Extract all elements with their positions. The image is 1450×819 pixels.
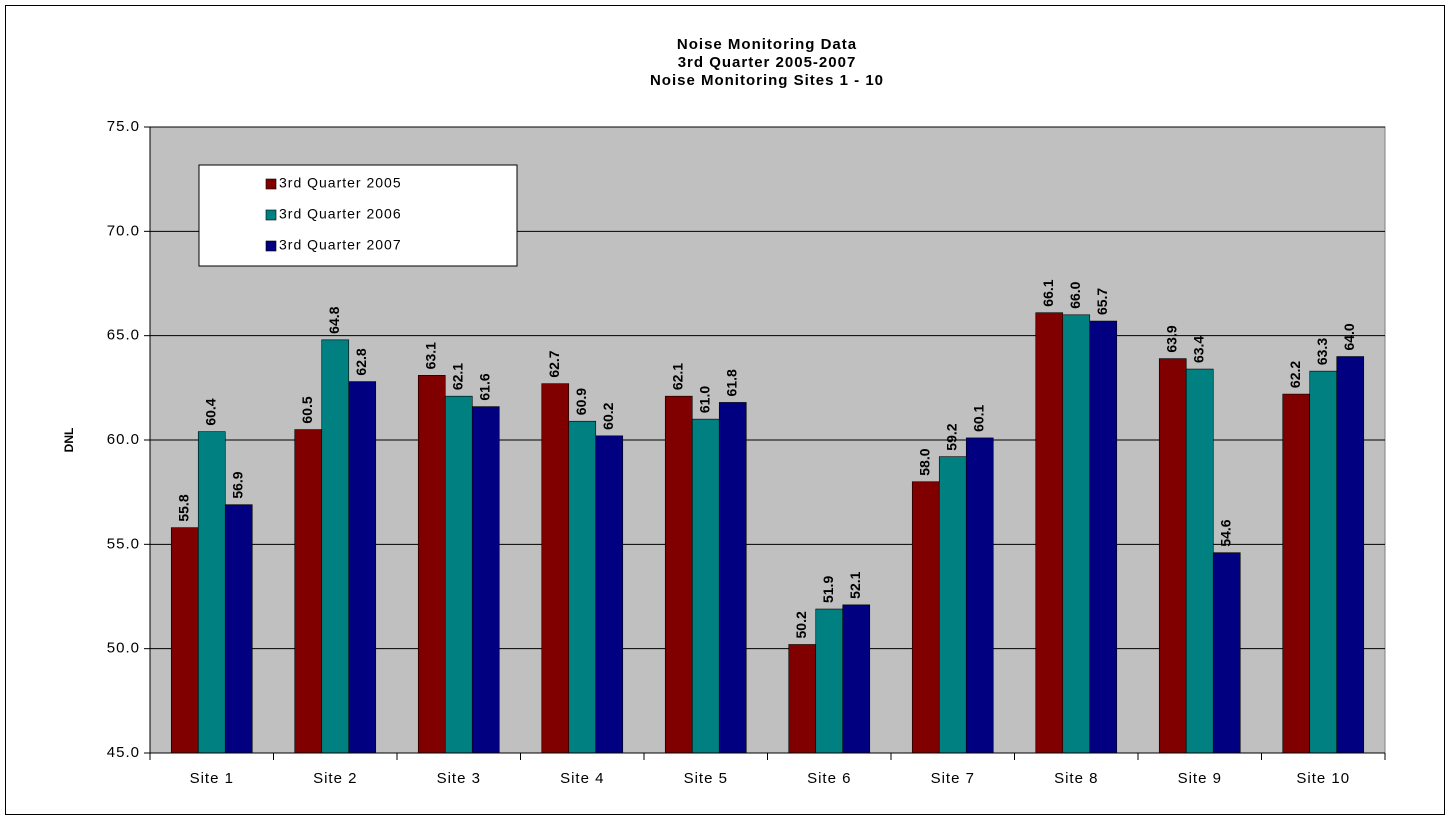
data-label: 58.0 xyxy=(916,448,932,475)
bar xyxy=(170,527,199,754)
x-tick-label: Site 9 xyxy=(1178,770,1222,787)
y-tick-label: 75.0 xyxy=(107,118,140,135)
x-tick-label: Site 10 xyxy=(1296,770,1350,787)
chart-subtitle: Noise Monitoring Sites 1 - 10 xyxy=(650,72,884,89)
data-label: 60.1 xyxy=(970,404,986,431)
bar xyxy=(1089,320,1118,754)
data-label: 62.8 xyxy=(353,348,369,375)
data-label: 50.2 xyxy=(793,611,809,638)
data-label: 63.1 xyxy=(422,342,438,369)
data-label: 65.7 xyxy=(1094,288,1110,315)
data-label: 56.9 xyxy=(229,471,245,498)
data-label: 62.1 xyxy=(449,363,465,390)
x-tick-label: Site 3 xyxy=(437,770,481,787)
bar xyxy=(911,481,940,754)
bar xyxy=(815,608,844,754)
x-tick-label: Site 8 xyxy=(1054,770,1098,787)
data-label: 60.9 xyxy=(573,388,589,415)
legend-swatch xyxy=(265,209,277,221)
y-tick-label: 60.0 xyxy=(107,431,140,448)
data-label: 60.2 xyxy=(600,402,616,429)
bar xyxy=(664,395,693,754)
bar xyxy=(595,435,624,754)
bar xyxy=(1336,356,1365,754)
y-tick-label: 70.0 xyxy=(107,222,140,239)
bar xyxy=(568,420,597,754)
data-label: 59.2 xyxy=(943,423,959,450)
data-label: 62.1 xyxy=(669,363,685,390)
y-tick-label: 55.0 xyxy=(107,535,140,552)
bar xyxy=(444,395,473,754)
bar xyxy=(348,381,377,754)
data-label: 61.8 xyxy=(723,369,739,396)
legend-swatch xyxy=(265,240,277,252)
bar xyxy=(197,431,226,754)
chart-title: Noise Monitoring Data xyxy=(677,36,857,53)
data-label: 60.4 xyxy=(202,398,218,425)
bar xyxy=(294,429,323,754)
bar xyxy=(938,456,967,754)
y-axis-label: DNL xyxy=(62,428,76,453)
data-label: 62.7 xyxy=(546,350,562,377)
bar xyxy=(471,406,500,754)
bar xyxy=(541,383,570,754)
data-label: 52.1 xyxy=(847,571,863,598)
data-label: 61.0 xyxy=(696,386,712,413)
legend-label: 3rd Quarter 2007 xyxy=(279,237,402,253)
data-label: 60.5 xyxy=(299,396,315,423)
data-label: 55.8 xyxy=(175,494,191,521)
bar xyxy=(1309,370,1338,754)
legend-label: 3rd Quarter 2005 xyxy=(279,175,402,191)
legend-box xyxy=(198,164,518,267)
legend-label: 3rd Quarter 2006 xyxy=(279,206,402,222)
x-tick-label: Site 2 xyxy=(313,770,357,787)
data-label: 63.9 xyxy=(1163,325,1179,352)
bar xyxy=(1158,358,1187,754)
bar xyxy=(1212,552,1241,754)
y-tick-label: 65.0 xyxy=(107,327,140,344)
bar xyxy=(1062,314,1091,754)
y-tick-label: 45.0 xyxy=(107,744,140,761)
x-tick-label: Site 7 xyxy=(931,770,975,787)
legend-swatch xyxy=(265,178,277,190)
data-label: 64.0 xyxy=(1341,323,1357,350)
data-label: 66.1 xyxy=(1040,279,1056,306)
bar xyxy=(1035,312,1064,754)
bar xyxy=(321,339,350,754)
data-label: 62.2 xyxy=(1287,361,1303,388)
bar xyxy=(788,644,817,754)
data-label: 54.6 xyxy=(1217,519,1233,546)
data-label: 51.9 xyxy=(820,576,836,603)
bar xyxy=(691,418,720,754)
x-tick-label: Site 4 xyxy=(560,770,604,787)
data-label: 63.3 xyxy=(1314,338,1330,365)
data-label: 63.4 xyxy=(1190,336,1206,363)
data-label: 61.6 xyxy=(476,373,492,400)
bar xyxy=(718,402,747,754)
bar xyxy=(1185,368,1214,754)
bar xyxy=(1282,393,1311,754)
bar xyxy=(417,375,446,754)
x-tick-label: Site 1 xyxy=(190,770,234,787)
data-label: 66.0 xyxy=(1067,281,1083,308)
bar xyxy=(965,437,994,754)
y-tick-label: 50.0 xyxy=(107,640,140,657)
bar xyxy=(842,604,871,754)
x-tick-label: Site 6 xyxy=(807,770,851,787)
data-label: 64.8 xyxy=(326,306,342,333)
chart-subtitle: 3rd Quarter 2005-2007 xyxy=(678,54,857,71)
bar xyxy=(224,504,253,754)
x-tick-label: Site 5 xyxy=(684,770,728,787)
